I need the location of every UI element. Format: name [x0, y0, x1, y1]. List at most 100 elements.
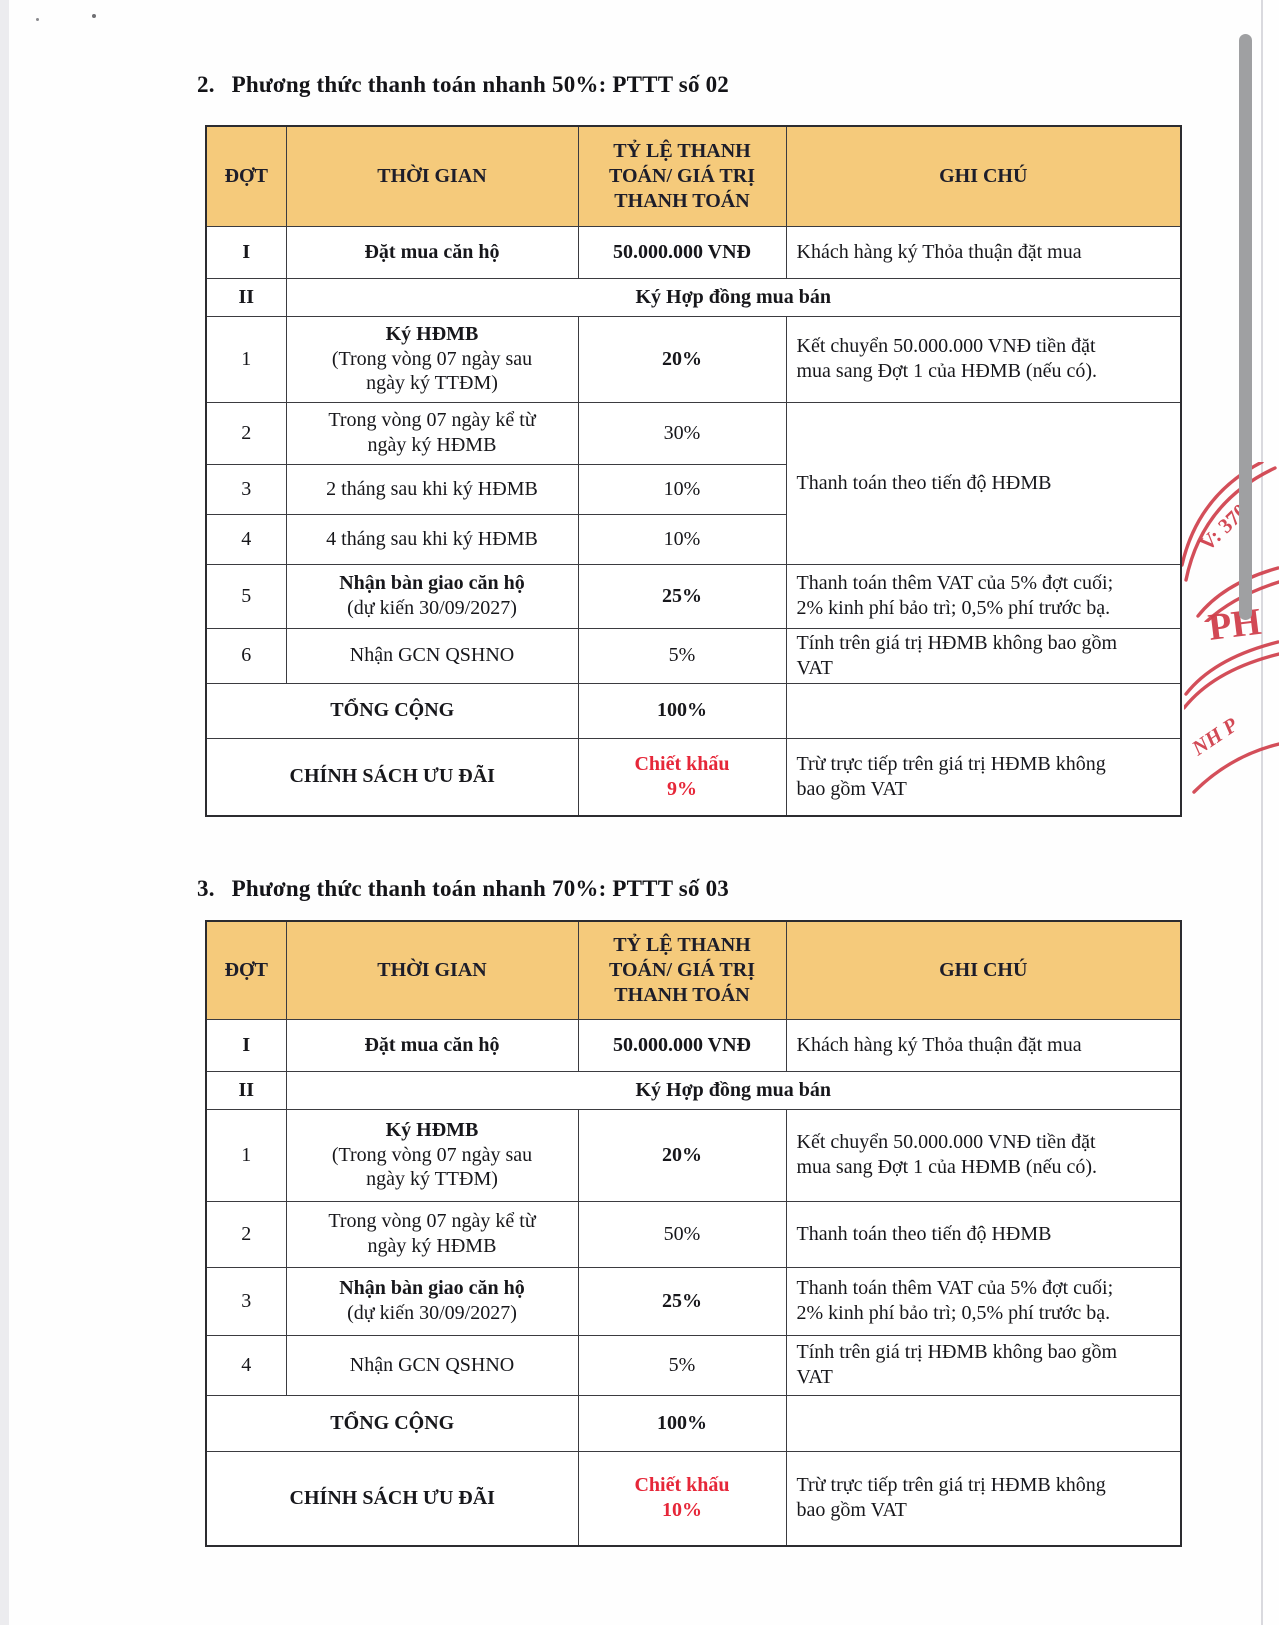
table-cell: 20%	[577, 1108, 787, 1202]
table-cell: Trong vòng 07 ngày kể từ ngày ký HĐMB	[285, 401, 579, 465]
table-cell: Thanh toán theo tiến độ HĐMB	[785, 401, 1182, 565]
table-cell: 3	[205, 463, 287, 515]
table-cell: Khách hàng ký Thỏa thuận đặt mua	[785, 225, 1182, 279]
section-3-number: 3.	[197, 876, 215, 901]
table-cell: Khách hàng ký Thỏa thuận đặt mua	[785, 1018, 1182, 1072]
red-stamp-fragment-bottom: PH NH P	[1184, 601, 1279, 794]
table-cell: 6	[205, 627, 287, 684]
table-cell: 1	[205, 315, 287, 403]
table-cell: I	[205, 1018, 287, 1072]
table-cell: Kết chuyển 50.000.000 VNĐ tiền đặt mua sa…	[785, 1108, 1182, 1202]
header-cell: THỜI GIAN	[285, 920, 579, 1020]
header-cell: ĐỢT	[205, 920, 287, 1020]
table-cell: Kết chuyển 50.000.000 VNĐ tiền đặt mua sa…	[785, 315, 1182, 403]
section-2-title: Phương thức thanh toán nhanh 50%: PTTT s…	[231, 72, 730, 97]
table-cell: Tính trên giá trị HĐMB không bao gồm VAT	[785, 1334, 1182, 1396]
table-row: 2 Trong vòng 07 ngày kể từ ngày ký HĐMB 50%…	[205, 1200, 1182, 1268]
table-cell	[785, 682, 1182, 739]
table-cell: 2	[205, 401, 287, 465]
header-cell: GHI CHÚ	[785, 125, 1182, 227]
table-cell	[785, 1394, 1182, 1452]
table-cell: CHÍNH SÁCH ƯU ĐÃI	[205, 737, 579, 817]
stamp-bottom-text-small: NH P	[1187, 712, 1242, 760]
table-cell: 1	[205, 1108, 287, 1202]
page-right-edge	[1261, 0, 1263, 1625]
table-cell: 100%	[577, 1394, 787, 1452]
table-row: 2 Trong vòng 07 ngày kể từ ngày ký HĐMB 30%…	[205, 401, 1182, 565]
table-cell: 4	[205, 513, 287, 565]
table-cell: Nhận GCN QSHNO	[285, 627, 579, 684]
payment-schedule-table: ĐỢT THỜI GIAN TỶ LỆ THANH TOÁN/ GIÁ TRỊ THAN…	[205, 920, 1182, 1547]
table-row: II Ký Hợp đồng mua bán	[205, 1070, 1182, 1110]
table-cell: 50.000.000 VNĐ	[577, 225, 787, 279]
table-cell: Nhận bàn giao căn hộ (dự kiến 30/09/2027)	[285, 1266, 579, 1336]
table-cell: I	[205, 225, 287, 279]
table-cell: TỔNG CỘNG	[205, 1394, 579, 1452]
payment-table-pttt-02: ĐỢT THỜI GIAN TỶ LỆ THANH TOÁN/ GIÁ TRỊ THAN…	[205, 125, 1182, 817]
table-cell: 30%	[577, 401, 787, 465]
table-cell: Nhận GCN QSHNO	[285, 1334, 579, 1396]
table-cell: 25%	[577, 563, 787, 629]
table-row: I Đặt mua căn hộ 50.000.000 VNĐ Khách hàng …	[205, 225, 1182, 279]
table-cell: Chiết khấu 9%	[577, 737, 787, 817]
header-cell: GHI CHÚ	[785, 920, 1182, 1020]
table-row: 4 Nhận GCN QSHNO 5% Tính trên giá trị HĐMB …	[205, 1334, 1182, 1396]
table-cell: Trong vòng 07 ngày kể từ ngày ký HĐMB	[285, 1200, 579, 1268]
table-row: 3 Nhận bàn giao căn hộ (dự kiến 30/09/2027…	[205, 1266, 1182, 1336]
table-cell: 20%	[577, 315, 787, 403]
table-cell: 50%	[577, 1200, 787, 1268]
table-cell: 2	[205, 1200, 287, 1268]
section-3-heading: 3. Phương thức thanh toán nhanh 70%: PTT…	[197, 876, 729, 902]
table-cell: Thanh toán thêm VAT của 5% đợt cuối; 2% k…	[785, 1266, 1182, 1336]
red-stamp-fragment-top: V: 370	[1182, 462, 1279, 622]
table-cell: Chiết khấu 10%	[577, 1450, 787, 1547]
scrollbar-thumb[interactable]	[1239, 34, 1252, 620]
table-cell: 3	[205, 1266, 287, 1336]
table-row: CHÍNH SÁCH ƯU ĐÃI Chiết khấu 10% Trừ trực t…	[205, 1450, 1182, 1547]
table-cell: 2 tháng sau khi ký HĐMB	[285, 463, 579, 515]
table-row: TỔNG CỘNG 100%	[205, 1394, 1182, 1452]
section-3-title: Phương thức thanh toán nhanh 70%: PTTT s…	[231, 876, 730, 901]
table-row: II Ký Hợp đồng mua bán	[205, 277, 1182, 317]
header-cell: ĐỢT	[205, 125, 287, 227]
table-cell: Thanh toán thêm VAT của 5% đợt cuối; 2% k…	[785, 563, 1182, 629]
table-cell: Trừ trực tiếp trên giá trị HĐMB không bao…	[785, 737, 1182, 817]
table-cell: Tính trên giá trị HĐMB không bao gồm VAT	[785, 627, 1182, 684]
table-cell: 4 tháng sau khi ký HĐMB	[285, 513, 579, 565]
payment-schedule-table: ĐỢT THỜI GIAN TỶ LỆ THANH TOÁN/ GIÁ TRỊ THAN…	[205, 125, 1182, 817]
table-cell: 100%	[577, 682, 787, 739]
table-row: CHÍNH SÁCH ƯU ĐÃI Chiết khấu 9% Trừ trực ti…	[205, 737, 1182, 817]
header-cell: TỶ LỆ THANH TOÁN/ GIÁ TRỊ THANH TOÁN	[577, 125, 787, 227]
table-cell: 10%	[577, 513, 787, 565]
scan-speck	[36, 18, 39, 21]
table-cell: Đặt mua căn hộ	[285, 1018, 579, 1072]
table-cell: 5%	[577, 1334, 787, 1396]
table-cell: II	[205, 1070, 287, 1110]
table-row: I Đặt mua căn hộ 50.000.000 VNĐ Khách hàng …	[205, 1018, 1182, 1072]
table-cell: Thanh toán theo tiến độ HĐMB	[785, 1200, 1182, 1268]
table-row: 6 Nhận GCN QSHNO 5% Tính trên giá trị HĐMB …	[205, 627, 1182, 684]
table-row: 1 Ký HĐMB (Trong vòng 07 ngày sau ngày ký T…	[205, 315, 1182, 403]
section-2-heading: 2. Phương thức thanh toán nhanh 50%: PTT…	[197, 72, 729, 98]
table-cell: 25%	[577, 1266, 787, 1336]
table-cell: Trừ trực tiếp trên giá trị HĐMB không bao…	[785, 1450, 1182, 1547]
table-cell: CHÍNH SÁCH ƯU ĐÃI	[205, 1450, 579, 1547]
table-cell: 10%	[577, 463, 787, 515]
header-cell: THỜI GIAN	[285, 125, 579, 227]
scrollbar-track	[1236, 0, 1255, 660]
table-cell: Ký HĐMB (Trong vòng 07 ngày sau ngày ký TT…	[285, 315, 579, 403]
header-cell: TỶ LỆ THANH TOÁN/ GIÁ TRỊ THANH TOÁN	[577, 920, 787, 1020]
section-2-number: 2.	[197, 72, 215, 97]
payment-table-pttt-03: ĐỢT THỜI GIAN TỶ LỆ THANH TOÁN/ GIÁ TRỊ THAN…	[205, 920, 1182, 1547]
table-cell: 50.000.000 VNĐ	[577, 1018, 787, 1072]
table-row: TỔNG CỘNG 100%	[205, 682, 1182, 739]
table-row: 5 Nhận bàn giao căn hộ (dự kiến 30/09/2027…	[205, 563, 1182, 629]
scan-speck	[92, 14, 96, 18]
table-cell: Ký Hợp đồng mua bán	[285, 277, 1182, 317]
table-cell: Ký HĐMB (Trong vòng 07 ngày sau ngày ký TT…	[285, 1108, 579, 1202]
table-cell: Đặt mua căn hộ	[285, 225, 579, 279]
table-cell: TỔNG CỘNG	[205, 682, 579, 739]
